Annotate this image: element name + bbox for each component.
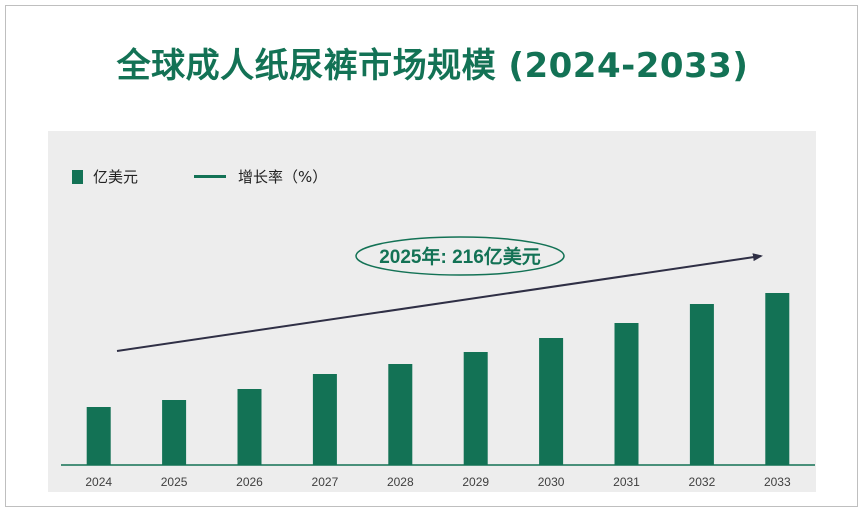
x-tick-2028: 2028	[387, 475, 414, 489]
legend-bar: 亿美元	[72, 166, 138, 187]
trend-arrow	[116, 253, 763, 352]
legend-line-swatch	[194, 175, 226, 178]
bar-2027	[312, 374, 337, 465]
legend-line: 增长率（%）	[194, 166, 327, 187]
x-tick-labels: 2024 2025 2026 2027 2028 2029 2030 2031 2032 2033	[85, 475, 791, 489]
legend-bar-swatch	[72, 169, 83, 184]
chart-title: 全球成人纸尿裤市场规模 (2024-2033)	[116, 46, 749, 86]
legend-bar-label: 亿美元	[93, 168, 139, 186]
bars-group	[86, 293, 790, 465]
x-tick-2031: 2031	[613, 475, 640, 489]
x-tick-2024: 2024	[85, 475, 112, 489]
bar-2032	[689, 304, 714, 465]
x-tick-2027: 2027	[312, 475, 339, 489]
x-tick-2030: 2030	[538, 475, 565, 489]
bar-2031	[614, 323, 639, 465]
bar-2026	[237, 389, 262, 465]
bar-2025	[162, 400, 187, 465]
legend-line-label: 增长率（%）	[238, 168, 328, 186]
x-tick-2025: 2025	[161, 475, 188, 489]
x-tick-2033: 2033	[764, 475, 791, 489]
bar-2030	[539, 338, 564, 465]
x-tick-2029: 2029	[462, 475, 489, 489]
bar-2029	[463, 352, 488, 465]
bar-2033	[765, 293, 790, 465]
annotation-ellipse	[355, 236, 565, 276]
x-tick-2032: 2032	[689, 475, 716, 489]
bar-2028	[388, 364, 413, 465]
bar-2024	[86, 407, 111, 465]
x-tick-2026: 2026	[236, 475, 263, 489]
annotation-label: 2025年: 216亿美元	[379, 245, 541, 268]
